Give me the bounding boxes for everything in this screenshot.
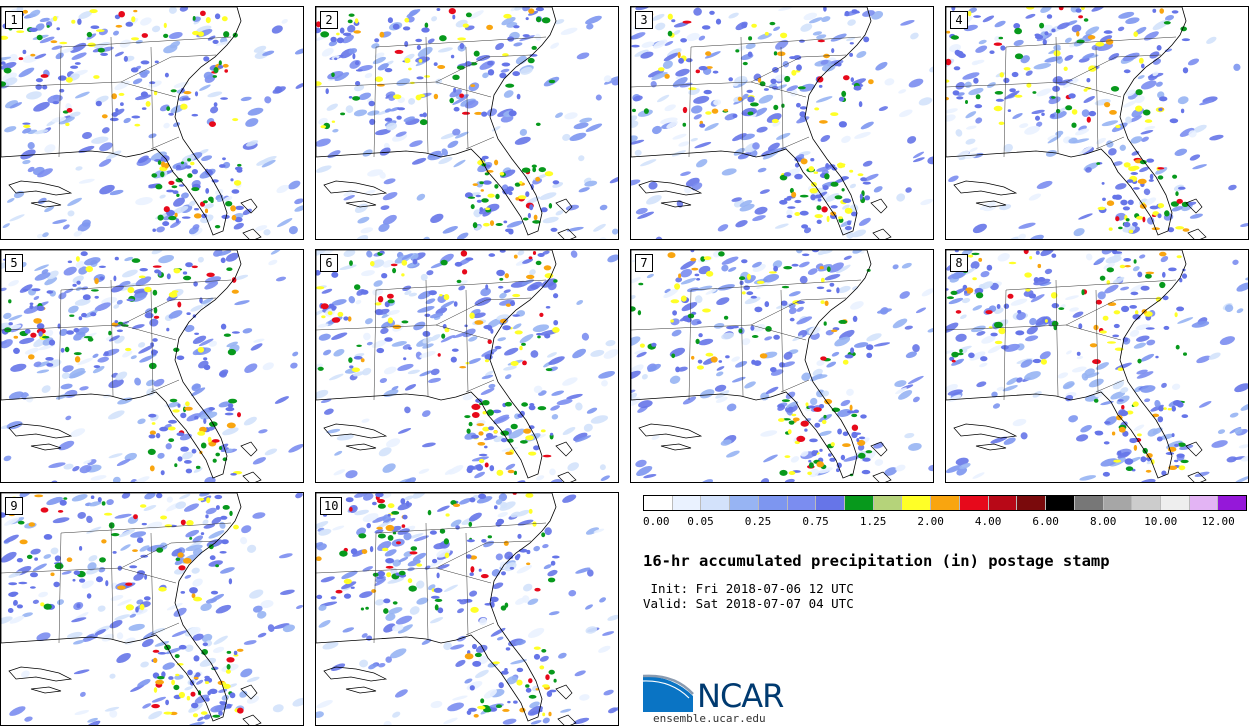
ensemble-member-panel-7: 7 bbox=[630, 249, 934, 483]
ensemble-member-panel-3: 3 bbox=[630, 6, 934, 240]
colorbar-tick-label: 0.75 bbox=[802, 515, 829, 528]
colorbar-tick-label: 10.00 bbox=[1144, 515, 1178, 528]
precipitation-colorbar bbox=[643, 495, 1247, 511]
panel-number-label: 7 bbox=[635, 254, 653, 272]
precip-field bbox=[946, 250, 1248, 482]
colorbar-swatch bbox=[644, 496, 673, 510]
panel-number-label: 5 bbox=[5, 254, 23, 272]
init-time: Init: Fri 2018-07-06 12 UTC bbox=[643, 581, 854, 596]
precip-field bbox=[316, 250, 618, 482]
colorbar-swatch bbox=[1103, 496, 1133, 510]
panel-number-label: 1 bbox=[5, 11, 23, 29]
colorbar-swatch bbox=[701, 496, 731, 510]
colorbar-swatch bbox=[1017, 496, 1047, 510]
colorbar-swatch bbox=[988, 496, 1018, 510]
precip-field bbox=[316, 7, 618, 239]
colorbar-swatch bbox=[1046, 496, 1075, 510]
ensemble-member-panel-4: 4 bbox=[945, 6, 1249, 240]
colorbar-swatch bbox=[1218, 496, 1247, 510]
panel-number-label: 4 bbox=[950, 11, 968, 29]
precipitation-map bbox=[316, 493, 618, 725]
colorbar-swatch bbox=[816, 496, 846, 510]
colorbar-swatch bbox=[787, 496, 817, 510]
panel-number-label: 8 bbox=[950, 254, 968, 272]
ensemble-member-panel-1: 1 bbox=[0, 6, 304, 240]
colorbar-tick-label: 8.00 bbox=[1089, 515, 1117, 528]
colorbar-swatch bbox=[873, 496, 903, 510]
ncar-url: ensemble.ucar.edu bbox=[653, 712, 766, 725]
panel-number-label: 2 bbox=[320, 11, 338, 29]
ensemble-member-panel-10: 10 bbox=[315, 492, 619, 726]
colorbar-swatch bbox=[1160, 496, 1190, 510]
colorbar-tick-label: 1.25 bbox=[859, 515, 887, 528]
panel-number-label: 6 bbox=[320, 254, 338, 272]
ensemble-member-panel-2: 2 bbox=[315, 6, 619, 240]
ncar-logo-text: NCAR bbox=[697, 677, 784, 715]
colorbar-swatch bbox=[758, 496, 788, 510]
precip-field bbox=[631, 250, 933, 482]
precipitation-map bbox=[946, 250, 1248, 482]
colorbar-tick-label: 0.05 bbox=[687, 515, 714, 528]
ensemble-member-panel-9: 9 bbox=[0, 492, 304, 726]
valid-time: Valid: Sat 2018-07-07 04 UTC bbox=[643, 596, 854, 611]
precipitation-map bbox=[1, 7, 303, 239]
colorbar-swatch bbox=[902, 496, 932, 510]
colorbar-tick-label: 2.00 bbox=[917, 515, 944, 528]
ncar-logo-icon bbox=[643, 674, 694, 712]
precip-field bbox=[1, 250, 303, 482]
colorbar-tick-label: 12.00 bbox=[1201, 515, 1235, 528]
colorbar-swatch bbox=[672, 496, 702, 510]
precipitation-map bbox=[316, 7, 618, 239]
ensemble-member-panel-8: 8 bbox=[945, 249, 1249, 483]
colorbar-swatch bbox=[1132, 496, 1161, 510]
precipitation-map bbox=[946, 7, 1248, 239]
colorbar-swatch bbox=[931, 496, 960, 510]
plot-title: 16-hr accumulated precipitation (in) pos… bbox=[643, 552, 1110, 570]
precip-field bbox=[316, 493, 618, 725]
colorbar-tick-label: 6.00 bbox=[1032, 515, 1059, 528]
precip-field bbox=[1, 493, 303, 725]
panel-number-label: 9 bbox=[5, 497, 23, 515]
precipitation-map bbox=[316, 250, 618, 482]
colorbar-swatch bbox=[845, 496, 874, 510]
precipitation-map bbox=[631, 7, 933, 239]
colorbar-tick-label: 0.00 bbox=[643, 515, 670, 528]
panel-number-label: 10 bbox=[320, 497, 343, 515]
colorbar-swatch bbox=[730, 496, 759, 510]
precipitation-map bbox=[1, 493, 303, 725]
colorbar-swatch bbox=[959, 496, 989, 510]
ensemble-member-panel-6: 6 bbox=[315, 249, 619, 483]
colorbar-tick-label: 0.25 bbox=[744, 515, 772, 528]
colorbar-tick-label: 4.00 bbox=[974, 515, 1002, 528]
precipitation-map bbox=[1, 250, 303, 482]
colorbar-tick-labels: 0.00 0.05 0.25 0.75 1.25 2.00 4.00 6.00 8.00 10.0… bbox=[643, 515, 1247, 531]
precipitation-map bbox=[631, 250, 933, 482]
ensemble-member-panel-5: 5 bbox=[0, 249, 304, 483]
colorbar-swatch bbox=[1189, 496, 1219, 510]
colorbar-swatch bbox=[1074, 496, 1104, 510]
precip-field bbox=[946, 7, 1248, 239]
panel-number-label: 3 bbox=[635, 11, 653, 29]
